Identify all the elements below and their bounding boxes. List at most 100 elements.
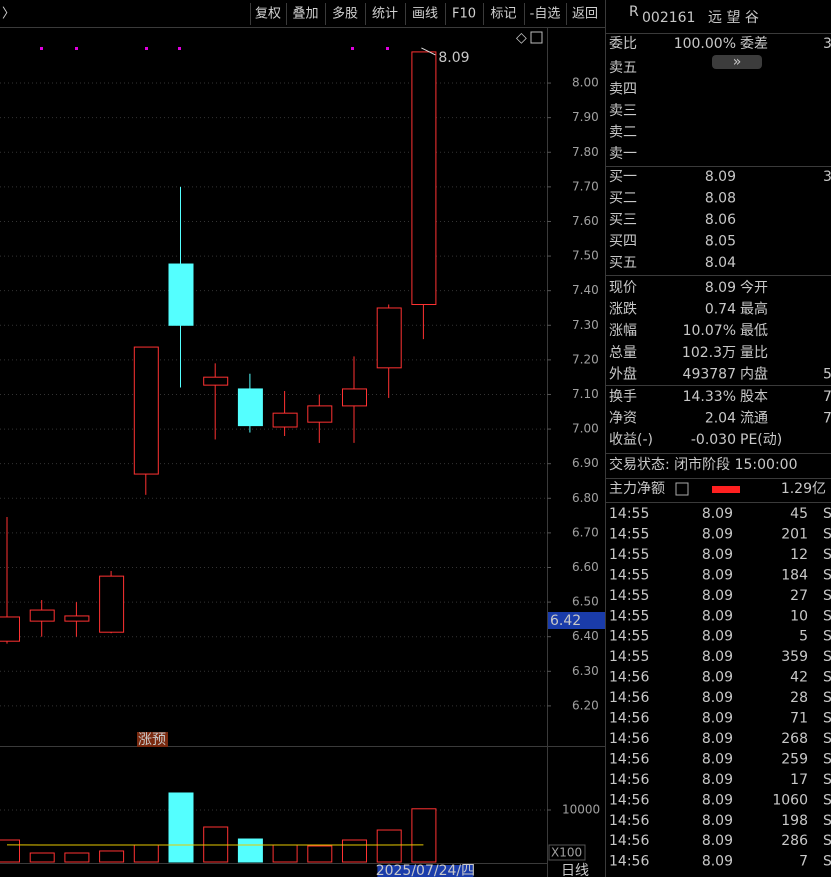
tick-side: S xyxy=(823,792,831,808)
toolbar-button[interactable]: F10 xyxy=(452,7,476,22)
tick-volume: 5 xyxy=(799,629,808,645)
flow-icon[interactable] xyxy=(675,482,689,496)
panel-lines xyxy=(605,33,831,503)
tick-time: 14:55 xyxy=(609,526,649,542)
tick-price: 8.09 xyxy=(702,833,733,849)
bid-price: 8.05 xyxy=(705,234,736,250)
field-value: 2.04 xyxy=(705,411,736,427)
y-tick-label: 7.20 xyxy=(572,352,599,366)
volume-bar xyxy=(29,852,55,863)
candle-body xyxy=(376,307,402,369)
y-tick-label: 7.50 xyxy=(572,249,599,263)
toolbar-button[interactable]: 统计 xyxy=(372,7,398,22)
period-label: 日线 xyxy=(561,863,589,877)
volume-bar xyxy=(237,838,263,863)
field-label: 外盘 xyxy=(609,365,637,382)
tick-volume: 28 xyxy=(790,690,808,706)
bid-label: 买一 xyxy=(609,169,637,185)
tick-volume: 12 xyxy=(790,547,808,563)
bid-volume: 3 xyxy=(823,169,831,185)
plot xyxy=(0,51,547,863)
volume-bar xyxy=(342,839,367,863)
tick-side: S xyxy=(823,772,831,788)
bid-price: 8.09 xyxy=(705,169,736,185)
tick-time: 14:56 xyxy=(609,833,649,849)
bid-label: 买三 xyxy=(609,212,637,228)
y-tick-label: 7.60 xyxy=(572,214,599,228)
tick-volume: 286 xyxy=(781,833,808,849)
high-annotation: 8.09 xyxy=(438,50,469,66)
candle-body xyxy=(307,405,333,423)
field-value: 10.07% xyxy=(683,323,736,339)
tick-side: S xyxy=(823,526,831,542)
tick-volume: 71 xyxy=(790,711,808,727)
volume-bar xyxy=(376,829,402,863)
candle-body xyxy=(237,388,263,427)
date-label: 2025/07/24/四 xyxy=(376,863,475,877)
volume-bar xyxy=(64,852,90,863)
toolbar-button[interactable]: -自选 xyxy=(530,7,561,22)
candle-body xyxy=(168,263,194,326)
tick-volume: 201 xyxy=(781,526,808,542)
toolbar-button[interactable]: 标记 xyxy=(490,7,516,22)
tick-side: S xyxy=(823,731,831,747)
field-label: 流通 xyxy=(740,411,768,427)
field-label: 涨幅 xyxy=(609,323,637,339)
diamond-icon[interactable]: ◇ xyxy=(516,30,527,46)
candle-body xyxy=(342,388,367,407)
tick-price: 8.09 xyxy=(702,690,733,706)
collapse-arrow: » xyxy=(733,54,742,70)
layout-icon[interactable] xyxy=(530,31,543,44)
volume-bar xyxy=(411,808,437,863)
back-button[interactable]: 〉 xyxy=(2,7,15,22)
candle-body xyxy=(99,575,125,633)
field-label: PE(动) xyxy=(740,432,782,448)
field-value: 7 xyxy=(823,411,831,427)
tick-time: 14:56 xyxy=(609,751,649,767)
annotation-arrow xyxy=(421,47,436,56)
tick-side: S xyxy=(823,711,831,727)
ratio-label: 委比 xyxy=(609,36,637,52)
volume-bar xyxy=(168,792,194,863)
field-value: -0.030 xyxy=(691,432,736,448)
tick-volume: 1060 xyxy=(772,792,808,808)
y-tick-label: 6.50 xyxy=(572,595,599,609)
toolbar-button[interactable]: 画线 xyxy=(412,7,438,22)
y-tick-label: 7.10 xyxy=(572,387,599,401)
tick-time: 14:56 xyxy=(609,690,649,706)
y-tick-label: 7.40 xyxy=(572,283,599,297)
toolbar-button[interactable]: 返回 xyxy=(572,7,598,22)
candle-body xyxy=(133,346,159,475)
bid-label: 买四 xyxy=(609,234,637,250)
field-label: 现价 xyxy=(609,280,637,296)
tick-time: 14:55 xyxy=(609,608,649,624)
collapse-tab[interactable] xyxy=(712,55,762,69)
tick-side: S xyxy=(823,854,831,870)
field-value: 7 xyxy=(823,389,831,405)
flow-bar xyxy=(712,486,740,493)
volume-tick-label: 10000 xyxy=(562,802,600,816)
ask-label: 卖二 xyxy=(609,125,637,141)
y-tick-label: 7.30 xyxy=(572,318,599,332)
tick-side: S xyxy=(823,608,831,624)
tick-side: S xyxy=(823,506,831,522)
toolbar-button[interactable]: 叠加 xyxy=(292,7,318,22)
field-label: 收益(-) xyxy=(609,432,653,448)
field-value: 493787 xyxy=(683,366,736,382)
tick-volume: 198 xyxy=(781,813,808,829)
y-tick-label: 6.20 xyxy=(572,698,599,712)
tick-price: 8.09 xyxy=(702,670,733,686)
tick-price: 8.09 xyxy=(702,751,733,767)
tick-volume: 268 xyxy=(781,731,808,747)
toolbar-button[interactable]: 复权 xyxy=(255,6,281,22)
y-tick-label: 7.00 xyxy=(572,422,599,436)
candle-body xyxy=(29,609,55,622)
field-label: 换手 xyxy=(609,388,637,405)
tick-side: S xyxy=(823,649,831,665)
toolbar-button[interactable]: 多股 xyxy=(332,6,358,22)
tick-price: 8.09 xyxy=(702,711,733,727)
tick-volume: 184 xyxy=(781,567,808,583)
tick-price: 8.09 xyxy=(702,854,733,870)
ask-label: 卖五 xyxy=(609,60,637,76)
